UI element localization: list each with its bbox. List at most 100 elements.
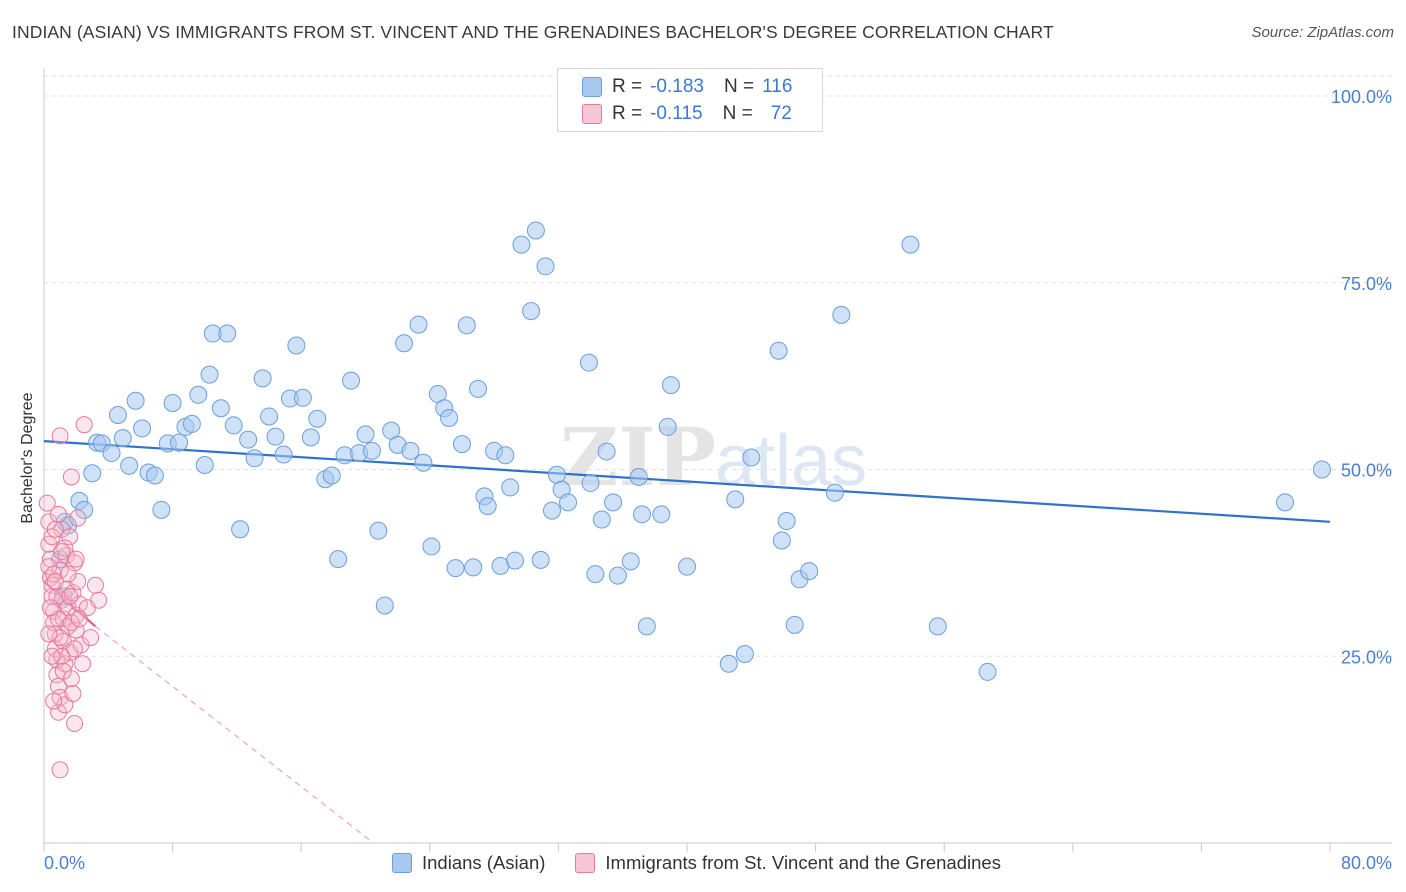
data-point-indians (260, 407, 279, 426)
data-point-st-vincent (53, 647, 71, 665)
data-point-indians (559, 493, 578, 512)
data-point-st-vincent (61, 587, 79, 605)
data-point-indians (126, 391, 145, 410)
data-point-st-vincent (61, 528, 79, 546)
data-point-indians (637, 617, 656, 636)
data-point-indians (536, 257, 555, 276)
data-point-indians (211, 399, 230, 418)
data-point-indians (652, 505, 671, 524)
trend-line-st-vincent-extension (95, 625, 374, 844)
y-tick-label: 50.0% (1341, 461, 1392, 481)
tick-labels: 25.0% 50.0% 75.0% 100.0% 0.0% 80.0% (44, 87, 1392, 873)
data-point-indians (457, 316, 476, 335)
data-point-st-vincent (54, 662, 72, 680)
data-point-indians (239, 430, 258, 449)
data-point-indians (329, 550, 348, 569)
n-value: 72 (770, 103, 792, 124)
data-point-indians (102, 444, 121, 463)
data-point-indians (531, 550, 550, 569)
data-point-indians (189, 385, 208, 404)
data-point-indians (629, 467, 648, 486)
data-point-st-vincent (90, 591, 108, 609)
data-point-indians (253, 369, 272, 388)
data-point-indians (231, 520, 250, 539)
data-point-indians (678, 557, 696, 576)
legend-label-indians: Indians (Asian) (422, 852, 546, 873)
data-point-indians (409, 315, 428, 334)
data-point-st-vincent (62, 468, 80, 486)
data-point-st-vincent (46, 520, 64, 538)
data-point-indians (505, 551, 524, 570)
legend-row-indians: R = -0.183 N = 116 (582, 75, 792, 99)
data-point-indians (547, 465, 566, 484)
data-point-indians (597, 442, 616, 461)
data-point-indians (356, 425, 375, 444)
data-point-indians (414, 453, 433, 472)
data-point-st-vincent (40, 625, 58, 643)
data-point-indians (301, 428, 320, 447)
data-point-indians (163, 394, 182, 413)
data-point-st-vincent (86, 576, 104, 594)
data-point-st-vincent (82, 629, 100, 647)
data-point-st-vincent (45, 692, 63, 710)
series-st-vincent-immigrants (38, 416, 108, 779)
data-point-indians (501, 478, 520, 497)
correlation-legend: R = -0.183 N = 116 R = -0.115 N = 72 (557, 68, 823, 132)
data-point-indians (266, 427, 285, 446)
r-label: R = (612, 76, 643, 97)
data-point-indians (800, 562, 819, 581)
source-attribution: Source: ZipAtlas.com (1251, 24, 1394, 41)
data-point-indians (901, 235, 920, 254)
data-point-indians (182, 414, 201, 433)
data-point-indians (113, 429, 132, 448)
data-point-indians (928, 617, 947, 636)
legend-item-st-vincent: Immigrants from St. Vincent and the Gren… (575, 852, 1001, 874)
data-point-indians (133, 419, 152, 438)
data-point-indians (446, 559, 465, 578)
legend-label-st-vincent: Immigrants from St. Vincent and the Gren… (605, 852, 1001, 873)
data-point-indians (108, 405, 127, 424)
data-point-indians (772, 531, 791, 550)
data-point-st-vincent (51, 629, 69, 647)
data-point-indians (978, 662, 997, 681)
data-point-indians (785, 615, 804, 634)
data-point-indians (342, 371, 361, 390)
data-point-st-vincent (69, 509, 87, 527)
data-point-indians (825, 483, 844, 502)
data-point-st-vincent (43, 647, 61, 665)
data-point-st-vincent (74, 655, 92, 673)
data-point-st-vincent (67, 550, 85, 568)
y-axis-label: Bachelor's Degree (19, 392, 36, 524)
data-point-st-vincent (70, 610, 88, 628)
r-value: -0.183 (650, 76, 704, 97)
data-point-indians (661, 376, 680, 395)
y-tick-label: 25.0% (1341, 647, 1392, 667)
data-point-indians (245, 449, 264, 468)
watermark-zip: ZIP (560, 410, 716, 504)
data-point-st-vincent (75, 416, 93, 434)
data-point-indians (522, 302, 541, 321)
data-point-indians (469, 379, 488, 398)
data-point-indians (440, 408, 459, 427)
n-label: N = (722, 103, 753, 124)
data-point-indians (452, 435, 471, 454)
gridlines (44, 75, 1392, 657)
series-legend: Indians (Asian) Immigrants from St. Vinc… (392, 852, 1031, 874)
data-point-st-vincent (66, 640, 84, 658)
data-point-indians (512, 235, 531, 254)
data-point-indians (1312, 460, 1331, 479)
data-point-st-vincent (66, 714, 84, 732)
data-point-indians (200, 365, 219, 384)
data-point-indians (478, 497, 497, 516)
series-indians-asian (51, 221, 1331, 681)
data-point-indians (145, 466, 164, 485)
data-point-indians (308, 409, 327, 428)
r-label: R = (612, 103, 643, 124)
data-point-st-vincent (62, 614, 80, 632)
data-point-indians (224, 416, 243, 435)
axes (43, 68, 1392, 852)
blue-square-icon (392, 853, 412, 873)
data-point-indians (542, 501, 561, 520)
data-point-indians (742, 448, 761, 467)
